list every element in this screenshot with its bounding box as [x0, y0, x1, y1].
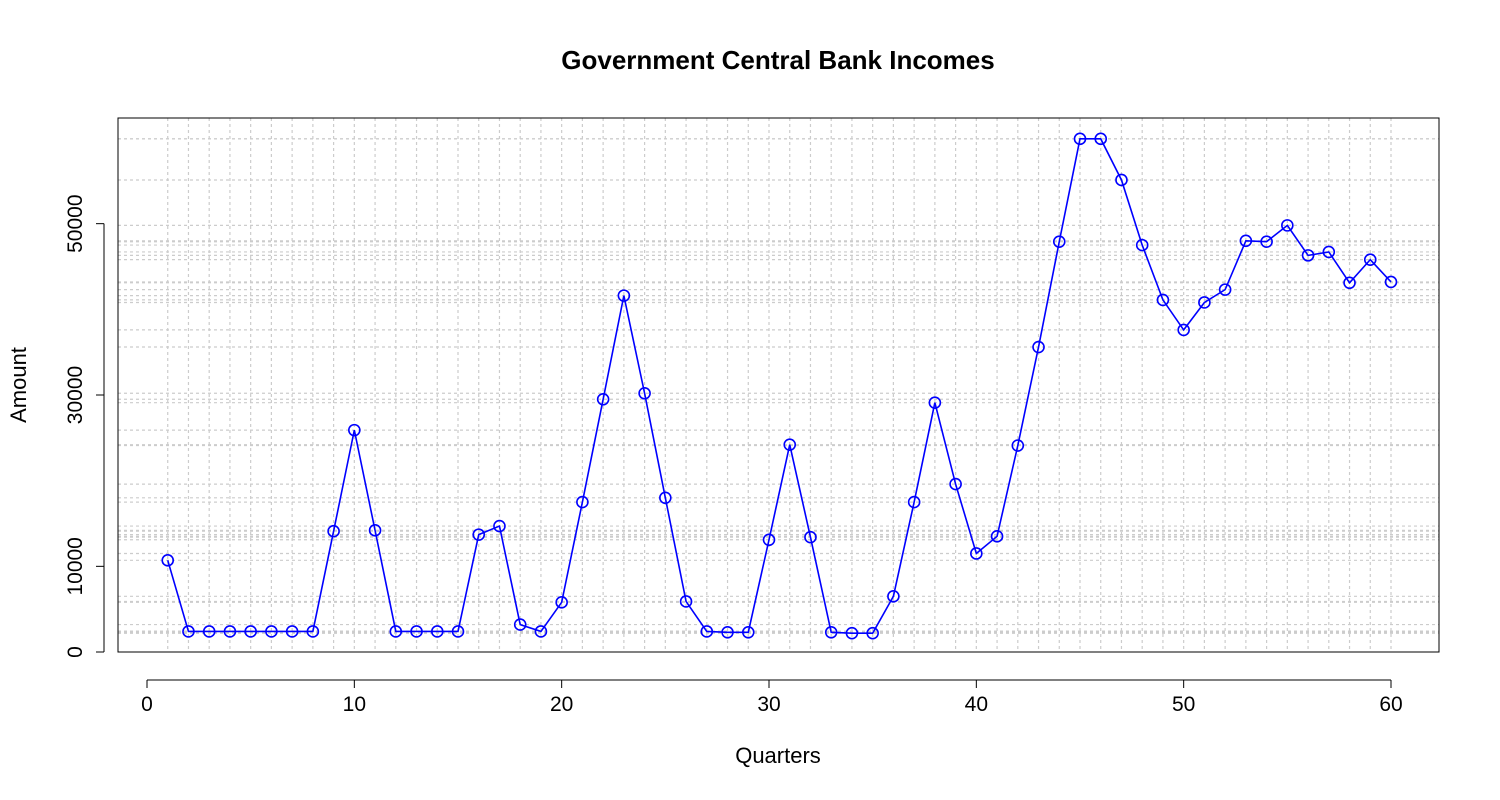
data-point: [679, 595, 693, 608]
data-point: [1177, 323, 1190, 337]
data-point: [493, 519, 506, 533]
y-tick-label: 30000: [64, 366, 87, 424]
x-tick-label: 10: [343, 693, 366, 716]
data-point: [1032, 340, 1045, 354]
chart-title: Government Central Bank Incomes: [561, 45, 994, 75]
data-point: [513, 618, 527, 631]
plot-frame: [117, 117, 1440, 653]
x-axis: 0 10 20 30 40 50 60: [141, 679, 1403, 716]
data-point: [596, 392, 610, 406]
x-axis-label: Quarters: [735, 743, 821, 768]
data-point: [783, 438, 797, 451]
data-point: [804, 530, 817, 544]
data-point: [430, 625, 444, 638]
grid-lines: [118, 118, 1439, 652]
data-point: [534, 625, 548, 638]
data-point: [845, 626, 859, 640]
data-point: [223, 625, 237, 638]
data-point: [949, 477, 962, 491]
x-tick-label: 50: [1172, 693, 1195, 716]
data-point: [1156, 293, 1170, 307]
data-point: [348, 423, 361, 437]
data-point: [659, 491, 672, 505]
data-point: [1115, 173, 1128, 187]
y-tick-label: 50000: [64, 194, 87, 252]
data-point: [389, 625, 403, 638]
data-point: [928, 396, 942, 410]
x-tick-label: 0: [141, 693, 153, 716]
data-point: [576, 495, 589, 509]
data-point: [721, 625, 734, 639]
data-point: [1073, 132, 1087, 146]
data-point: [866, 626, 879, 640]
data-point: [1322, 245, 1336, 259]
data-point: [1011, 439, 1025, 452]
data-point: [1135, 238, 1149, 252]
data-point: [1094, 132, 1108, 146]
series-points: [161, 132, 1398, 640]
data-point: [1363, 253, 1377, 266]
data-point: [617, 289, 631, 302]
data-point: [970, 547, 983, 560]
data-point: [1218, 283, 1232, 296]
data-point: [1301, 249, 1315, 262]
data-point: [1260, 235, 1273, 248]
x-tick-label: 20: [550, 693, 573, 716]
y-tick-label: 10000: [64, 537, 87, 595]
data-point: [1281, 219, 1294, 232]
data-point: [1052, 235, 1066, 248]
data-point: [1198, 296, 1211, 309]
data-point: [472, 528, 486, 541]
data-point: [265, 625, 278, 638]
data-point: [700, 625, 714, 638]
series-polyline: [166, 138, 1392, 634]
data-point: [990, 530, 1004, 543]
y-tick-label: 0: [64, 646, 87, 658]
data-point: [451, 625, 465, 638]
data-point: [907, 495, 921, 509]
data-point: [824, 625, 838, 639]
data-point: [1384, 275, 1398, 289]
data-point: [887, 590, 900, 603]
data-point: [762, 533, 776, 547]
data-point: [182, 625, 195, 638]
series-line: [166, 138, 1392, 634]
data-point: [285, 625, 299, 638]
data-point: [368, 524, 382, 537]
data-point: [327, 524, 340, 538]
x-tick-label: 60: [1379, 693, 1402, 716]
x-tick-label: 40: [965, 693, 988, 716]
data-point: [306, 625, 320, 638]
data-point: [1239, 234, 1253, 248]
data-point: [161, 554, 175, 567]
data-point: [202, 625, 216, 638]
x-tick-label: 30: [757, 693, 780, 716]
data-point: [244, 625, 257, 638]
y-axis-label: Amount: [6, 347, 31, 423]
data-point: [741, 625, 755, 639]
data-point: [638, 386, 651, 400]
data-point: [555, 596, 568, 609]
data-point: [1343, 276, 1356, 290]
y-axis: 0 10000 30000 50000: [64, 194, 105, 658]
data-point: [410, 625, 423, 638]
